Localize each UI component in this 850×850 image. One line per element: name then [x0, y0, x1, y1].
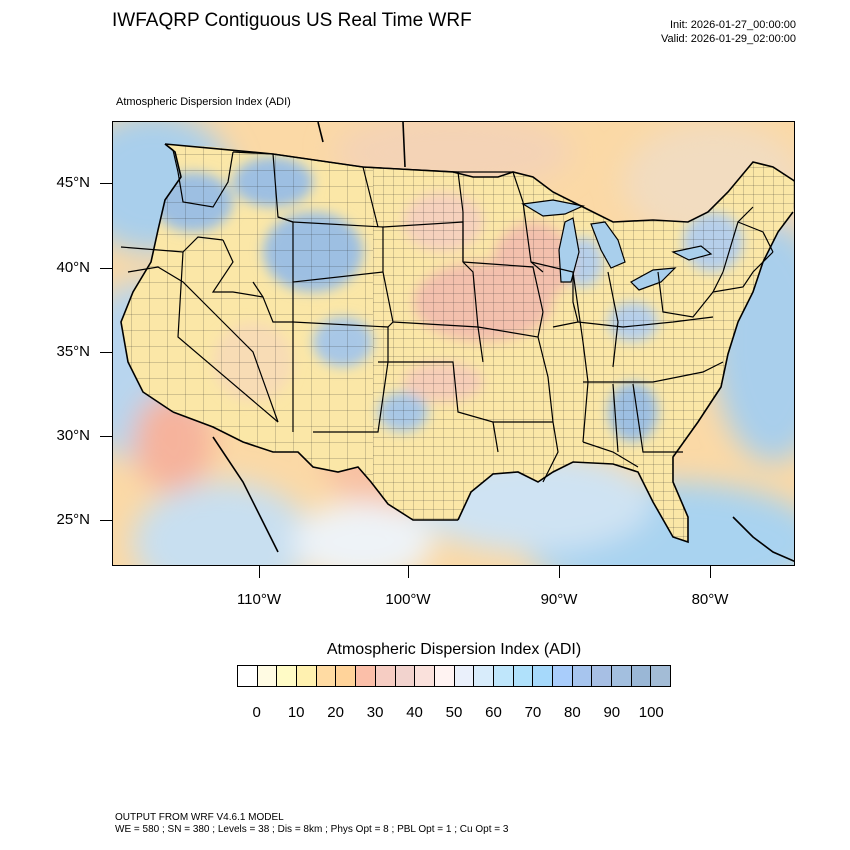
model-info-line2: WE = 580 ; SN = 380 ; Levels = 38 ; Dis …	[115, 824, 509, 835]
legend-swatch-15	[533, 666, 553, 686]
legend-swatch-9	[415, 666, 435, 686]
legend-tick-label: 10	[287, 704, 305, 721]
legend-colorbar	[237, 665, 671, 687]
lat-tick-25	[100, 520, 112, 521]
legend-swatch-19	[612, 666, 632, 686]
lat-label-30: 30°N	[56, 427, 90, 444]
legend-title: Atmospheric Dispersion Index (ADI)	[326, 641, 582, 658]
legend-swatch-4	[316, 666, 337, 686]
legend-swatch-17	[572, 666, 593, 686]
lat-label-45: 45°N	[56, 174, 90, 191]
lon-label-90: 90°W	[540, 591, 578, 608]
state-boundaries	[120, 143, 774, 483]
legend-swatch-8	[395, 666, 416, 686]
lat-tick-30	[100, 436, 112, 437]
plot-title: IWFAQRP Contiguous US Real Time WRF	[112, 10, 472, 31]
legend-swatch-16	[553, 666, 573, 686]
lat-tick-40	[100, 268, 112, 269]
lon-label-100: 100°W	[385, 591, 431, 608]
legend-swatch-2	[277, 666, 298, 686]
legend-swatch-10	[434, 666, 455, 686]
legend-swatch-21	[651, 666, 671, 686]
legend-swatch-7	[375, 666, 396, 686]
legend-tick-label: 40	[406, 704, 423, 721]
map-subtitle: Atmospheric Dispersion Index (ADI)	[116, 96, 291, 108]
legend-tick-label: 100	[638, 704, 664, 721]
legend-tick-label: 60	[485, 704, 502, 721]
model-info-line1: OUTPUT FROM WRF V4.6.1 MODEL	[115, 812, 284, 823]
valid-time: Valid: 2026-01-29_02:00:00	[661, 33, 796, 45]
map-canvas	[113, 122, 794, 565]
legend-swatch-13	[493, 666, 514, 686]
lon-label-110: 110°W	[236, 591, 282, 608]
lat-label-35: 35°N	[56, 343, 90, 360]
lon-tick-80	[710, 566, 711, 578]
legend-swatch-6	[356, 666, 376, 686]
legend-swatch-18	[592, 666, 613, 686]
legend-swatch-14	[513, 666, 534, 686]
legend-swatch-20	[631, 666, 652, 686]
legend-tick-label: 90	[603, 704, 621, 721]
init-time: Init: 2026-01-27_00:00:00	[670, 19, 796, 31]
legend-swatch-12	[474, 666, 494, 686]
lon-tick-90	[559, 566, 560, 578]
lat-label-40: 40°N	[56, 259, 90, 276]
lon-label-80: 80°W	[691, 591, 729, 608]
coastlines	[120, 122, 794, 563]
great-lakes	[521, 199, 713, 291]
legend-swatch-5	[336, 666, 357, 686]
legend-tick-label: 0	[252, 704, 261, 721]
legend-swatch-11	[454, 666, 475, 686]
legend-tick-label: 20	[327, 704, 344, 721]
legend-tick-label: 50	[445, 704, 463, 721]
legend-tick-label: 30	[366, 704, 384, 721]
lon-tick-110	[259, 566, 260, 578]
lat-tick-45	[100, 183, 112, 184]
lat-tick-35	[100, 352, 112, 353]
lon-tick-100	[408, 566, 409, 578]
legend-tick-label: 70	[524, 704, 542, 721]
lat-label-25: 25°N	[56, 511, 90, 528]
legend-swatch-1	[257, 666, 278, 686]
legend-swatch-0	[238, 666, 258, 686]
map-panel	[112, 121, 795, 566]
legend-swatch-3	[297, 666, 317, 686]
legend-tick-label: 80	[564, 704, 581, 721]
